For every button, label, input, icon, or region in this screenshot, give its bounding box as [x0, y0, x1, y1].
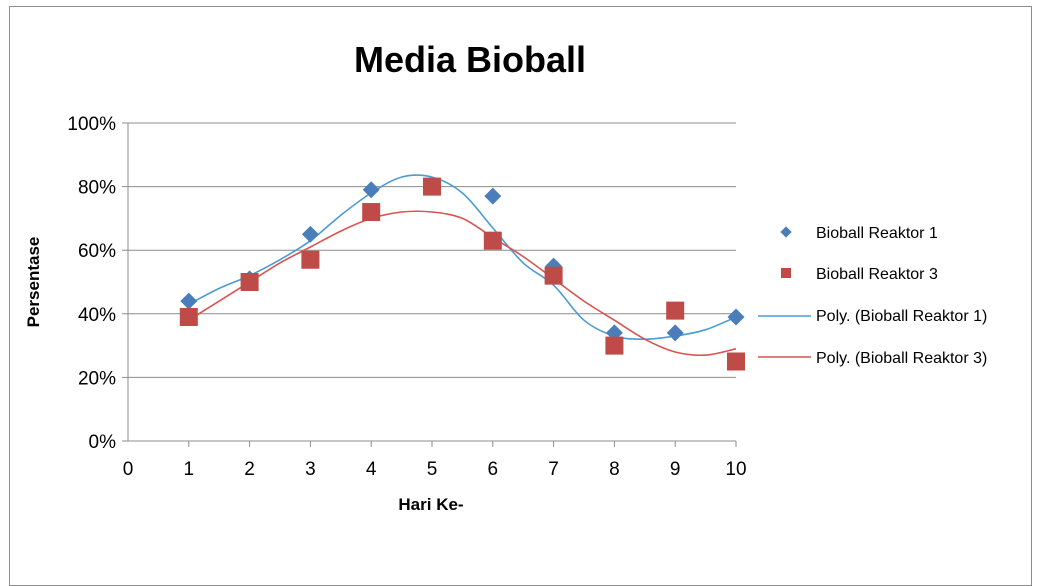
chart-canvas: 0% 20% 40% 60% 80% 100% 0 1 2 3 4 5 6 7 8 9 10 Media Bio…	[24, 39, 987, 514]
point-series-1	[727, 308, 745, 326]
axes	[122, 122, 737, 447]
x-tick-label: 6	[488, 459, 499, 480]
x-tick-label: 0	[123, 459, 134, 480]
legend-marker-diamond	[780, 226, 792, 238]
point-series-2	[483, 231, 502, 250]
y-tick-label: 80%	[78, 178, 116, 199]
x-tick-label: 3	[305, 459, 316, 480]
x-axis-title: Hari Ke-	[398, 495, 463, 514]
tick-labels: 0% 20% 40% 60% 80% 100% 0 1 2 3 4 5 6 7 8 9 10	[67, 114, 746, 480]
y-axis-title: Persentase	[24, 237, 43, 328]
legend-item-trend-2: Poly. (Bioball Reaktor 3)	[758, 350, 987, 367]
x-tick-label: 8	[609, 459, 620, 480]
chart-title: Media Bioball	[354, 39, 586, 80]
point-series-2	[544, 266, 563, 285]
point-series-2	[179, 307, 198, 326]
x-tick-label: 10	[725, 459, 746, 480]
x-tick-label: 9	[670, 459, 681, 480]
trendline-2	[188, 210, 737, 357]
y-tick-label: 60%	[78, 241, 116, 262]
point-series-1	[362, 181, 380, 199]
x-tick-label: 7	[548, 459, 559, 480]
y-tick-label: 0%	[89, 432, 117, 453]
point-series-2	[362, 203, 381, 222]
y-tick-label: 20%	[78, 368, 116, 389]
point-series-2	[727, 352, 745, 371]
point-series-2	[423, 177, 441, 196]
y-tick-label: 40%	[78, 305, 116, 326]
legend-label-series-1: Bioball Reaktor 1	[816, 225, 938, 242]
gridlines	[128, 122, 736, 378]
legend: Bioball Reaktor 1 Bioball Reaktor 3 Poly…	[758, 225, 987, 367]
y-tick-label: 100%	[67, 114, 116, 135]
x-tick-label: 2	[244, 459, 255, 480]
legend-label-series-2: Bioball Reaktor 3	[816, 266, 938, 283]
legend-item-series-1: Bioball Reaktor 1	[780, 225, 938, 242]
point-series-2	[240, 273, 259, 291]
x-tick-label: 5	[427, 459, 438, 480]
trendlines	[188, 174, 737, 357]
legend-marker-square	[781, 268, 791, 278]
point-series-2	[301, 250, 320, 269]
chart-frame: 0% 20% 40% 60% 80% 100% 0 1 2 3 4 5 6 7 8 9 10 Media Bio…	[9, 6, 1032, 586]
point-series-1	[301, 225, 319, 243]
trendline-1	[188, 174, 737, 341]
point-series-1	[180, 292, 198, 310]
point-series-1	[484, 187, 502, 205]
legend-label-trend-2: Poly. (Bioball Reaktor 3)	[816, 350, 987, 367]
x-tick-label: 4	[366, 459, 377, 480]
data-markers	[179, 177, 745, 371]
point-series-1	[666, 324, 684, 342]
legend-label-trend-1: Poly. (Bioball Reaktor 1)	[816, 308, 987, 325]
legend-item-trend-1: Poly. (Bioball Reaktor 1)	[758, 308, 987, 325]
x-tick-label: 1	[184, 459, 195, 480]
legend-item-series-2: Bioball Reaktor 3	[781, 266, 938, 283]
point-series-2	[605, 336, 624, 355]
point-series-2	[666, 301, 685, 320]
